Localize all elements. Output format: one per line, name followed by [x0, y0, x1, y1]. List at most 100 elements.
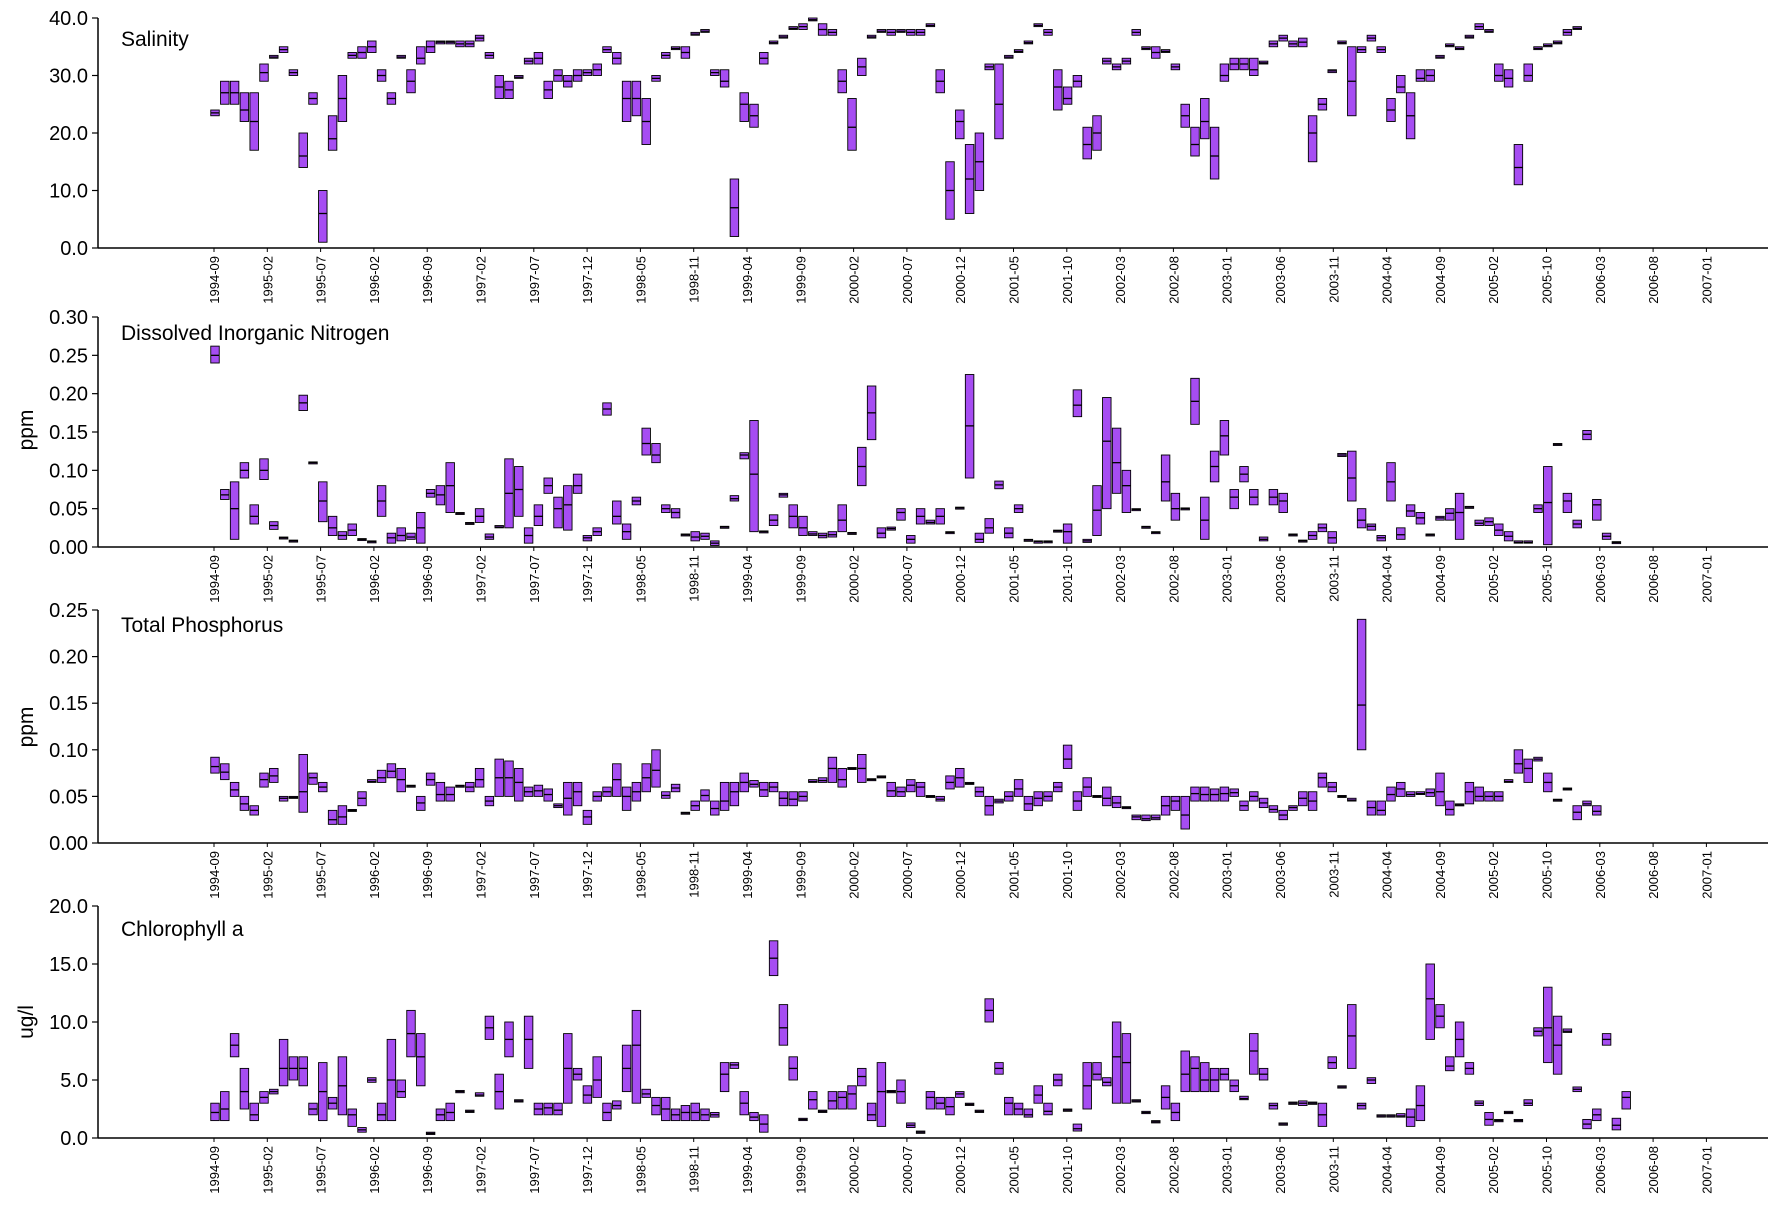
range-bar [327, 115, 338, 151]
range-bar [278, 1038, 289, 1087]
range-bar [749, 420, 759, 533]
range-bar [1053, 69, 1063, 111]
x-tick-label: 1995-07 [314, 256, 329, 304]
range-bar [210, 345, 220, 364]
range-bar [1543, 466, 1553, 546]
x-tick-label: 1995-02 [260, 851, 275, 899]
x-tick-label: 2005-02 [1486, 256, 1501, 304]
x-tick-label: 2007-01 [1699, 256, 1714, 304]
y-tick-label: 30.0 [49, 66, 88, 88]
x-tick-label: 2005-02 [1486, 555, 1501, 603]
range-bar [1611, 1117, 1622, 1131]
range-bar [1200, 98, 1210, 140]
range-bar [1464, 781, 1475, 805]
range-bar [1180, 795, 1190, 830]
range-bar [308, 772, 318, 785]
x-tick-label: 1995-07 [314, 555, 329, 603]
x-tick-label: 2006-08 [1646, 1146, 1661, 1194]
x-tick-label: 2005-10 [1540, 555, 1555, 603]
range-bar [318, 481, 328, 523]
range-bar [1170, 492, 1181, 521]
range-bar [1111, 1021, 1122, 1104]
x-tick-label: 1996-02 [367, 555, 382, 603]
range-bar [1435, 772, 1445, 807]
range-bar [778, 1004, 789, 1046]
range-bar [621, 786, 632, 811]
x-tick-label: 1998-11 [687, 256, 702, 303]
range-bar [690, 531, 700, 542]
y-tick-label: 0.20 [49, 384, 88, 406]
x-tick-label: 2001-05 [1007, 851, 1022, 899]
x-tick-label: 2006-08 [1646, 851, 1661, 899]
x-tick-label: 1998-11 [687, 555, 702, 602]
y-tick-label: 0.05 [49, 786, 88, 808]
y-tick-label: 0.20 [49, 647, 88, 669]
x-tick-label: 1999-04 [740, 851, 755, 899]
x-tick-label: 2003-01 [1220, 256, 1235, 304]
y-tick-label: 0.10 [49, 740, 88, 762]
range-bar [1121, 469, 1132, 513]
y-tick-label: 0.00 [49, 833, 88, 855]
range-bar [925, 1091, 936, 1110]
x-tick-label: 2000-12 [953, 555, 968, 603]
range-bar [1356, 508, 1367, 529]
range-bar [1474, 786, 1484, 802]
x-tick-label: 2000-07 [900, 1146, 915, 1194]
y-tick-label: 10.0 [49, 1012, 88, 1034]
range-bar [1229, 489, 1239, 510]
range-bar [1621, 1091, 1631, 1110]
range-bar [1023, 1108, 1034, 1118]
x-tick-label: 1994-09 [207, 851, 222, 899]
x-tick-label: 1997-02 [474, 256, 489, 304]
range-bar [837, 504, 847, 533]
x-tick-label: 2000-02 [847, 851, 862, 899]
x-tick-label: 2004-04 [1380, 851, 1395, 899]
range-bar [1415, 1085, 1426, 1122]
x-tick-label: 1996-02 [367, 851, 382, 899]
range-bar [543, 1102, 553, 1116]
range-bar [1523, 758, 1533, 783]
x-tick-label: 1994-09 [207, 256, 222, 304]
range-bar [866, 1102, 877, 1122]
x-tick-label: 1999-04 [740, 555, 755, 603]
x-tick-label: 1997-07 [527, 555, 542, 603]
range-bar [445, 462, 455, 513]
range-bar [641, 427, 651, 456]
y-axis-label: ppm [15, 410, 38, 451]
x-tick-label: 2004-09 [1433, 851, 1448, 899]
range-bar [1347, 450, 1357, 502]
x-tick-label: 2005-10 [1540, 1146, 1555, 1194]
range-bar [719, 69, 730, 88]
range-bar [396, 1079, 406, 1098]
x-tick-label: 1995-02 [260, 555, 275, 603]
range-bar [1190, 126, 1200, 157]
x-tick-label: 1999-09 [793, 256, 808, 304]
y-tick-label: 0.30 [49, 307, 88, 329]
chart-panel: 0.00 0.05 0.10 0.15 0.20 0.25 Total Phosphorus… [15, 600, 1768, 899]
range-bar [1249, 57, 1259, 76]
range-bar [1307, 115, 1318, 163]
range-bar [984, 518, 994, 534]
x-tick-label: 2001-05 [1007, 256, 1022, 304]
range-bar [739, 92, 749, 122]
x-tick-label: 2000-02 [847, 555, 862, 603]
x-tick-label: 1997-12 [580, 1146, 595, 1194]
range-bar [229, 481, 240, 540]
x-tick-label: 2003-06 [1273, 256, 1288, 304]
range-bar [376, 1102, 387, 1122]
x-tick-label: 2007-01 [1699, 851, 1714, 899]
range-bar [210, 756, 220, 774]
range-bar [220, 1091, 230, 1122]
range-bar [1092, 1062, 1102, 1081]
x-tick-label: 2004-04 [1380, 1146, 1395, 1194]
y-tick-label: 20.0 [49, 123, 88, 145]
range-bar [1160, 454, 1171, 502]
range-bar [1582, 430, 1592, 441]
range-bar [572, 781, 583, 807]
x-tick-label: 2006-03 [1593, 256, 1608, 304]
y-tick-label: 0.25 [49, 345, 88, 367]
range-bar [435, 781, 446, 802]
x-tick-label: 2000-07 [900, 555, 915, 603]
x-tick-label: 2000-07 [900, 851, 915, 899]
